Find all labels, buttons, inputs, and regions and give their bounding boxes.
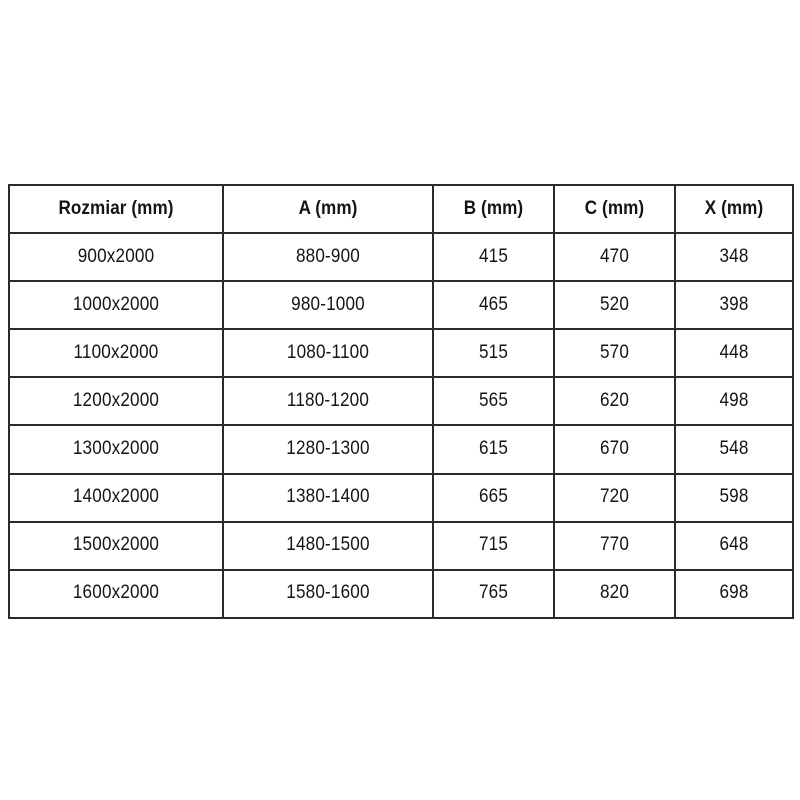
table-row: 1400x2000 1380-1400 665 720 598 [9,472,793,523]
cell-x: 448 [680,328,789,379]
table-row: 1500x2000 1480-1500 715 770 648 [9,520,793,571]
cell-a: 1480-1500 [232,520,424,571]
cell-b: 615 [438,424,549,475]
cell-rozmiar: 1200x2000 [18,376,214,427]
column-header-b: B (mm) [438,183,549,235]
column-header-x: X (mm) [680,183,789,235]
cell-x: 548 [680,424,789,475]
cell-c: 470 [559,232,670,283]
table-row: 1100x2000 1080-1100 515 570 448 [9,328,793,379]
cell-rozmiar: 1400x2000 [18,472,214,523]
cell-a: 1580-1600 [232,568,424,619]
table-header: Rozmiar (mm) A (mm) B (mm) C (mm) X (mm) [9,183,793,235]
table-row: 1200x2000 1180-1200 565 620 498 [9,376,793,427]
column-header-rozmiar: Rozmiar (mm) [18,183,214,235]
cell-x: 348 [680,232,789,283]
cell-x: 698 [680,568,789,619]
cell-rozmiar: 1500x2000 [18,520,214,571]
cell-a: 1280-1300 [232,424,424,475]
cell-c: 620 [559,376,670,427]
cell-rozmiar: 1100x2000 [18,328,214,379]
cell-c: 670 [559,424,670,475]
cell-rozmiar: 1600x2000 [18,568,214,619]
cell-c: 520 [559,280,670,331]
cell-b: 665 [438,472,549,523]
table-row: 1000x2000 980-1000 465 520 398 [9,280,793,331]
cell-c: 720 [559,472,670,523]
cell-b: 465 [438,280,549,331]
cell-a: 1180-1200 [232,376,424,427]
cell-a: 980-1000 [232,280,424,331]
cell-c: 770 [559,520,670,571]
cell-a: 1080-1100 [232,328,424,379]
cell-b: 715 [438,520,549,571]
table-body: 900x2000 880-900 415 470 348 1000x2000 9… [9,232,793,619]
table-row: 1300x2000 1280-1300 615 670 548 [9,424,793,475]
cell-x: 498 [680,376,789,427]
cell-c: 570 [559,328,670,379]
table-header-row: Rozmiar (mm) A (mm) B (mm) C (mm) X (mm) [9,183,793,235]
cell-b: 415 [438,232,549,283]
dimensions-table: Rozmiar (mm) A (mm) B (mm) C (mm) X (mm)… [8,183,794,619]
cell-rozmiar: 900x2000 [18,232,214,283]
cell-c: 820 [559,568,670,619]
table-row: 1600x2000 1580-1600 765 820 698 [9,568,793,619]
table-row: 900x2000 880-900 415 470 348 [9,232,793,283]
cell-rozmiar: 1000x2000 [18,280,214,331]
specification-table-container: Rozmiar (mm) A (mm) B (mm) C (mm) X (mm)… [8,183,794,619]
cell-x: 598 [680,472,789,523]
cell-x: 398 [680,280,789,331]
cell-x: 648 [680,520,789,571]
cell-a: 880-900 [232,232,424,283]
cell-b: 765 [438,568,549,619]
cell-rozmiar: 1300x2000 [18,424,214,475]
cell-a: 1380-1400 [232,472,424,523]
cell-b: 565 [438,376,549,427]
column-header-c: C (mm) [559,183,670,235]
column-header-a: A (mm) [232,183,424,235]
cell-b: 515 [438,328,549,379]
